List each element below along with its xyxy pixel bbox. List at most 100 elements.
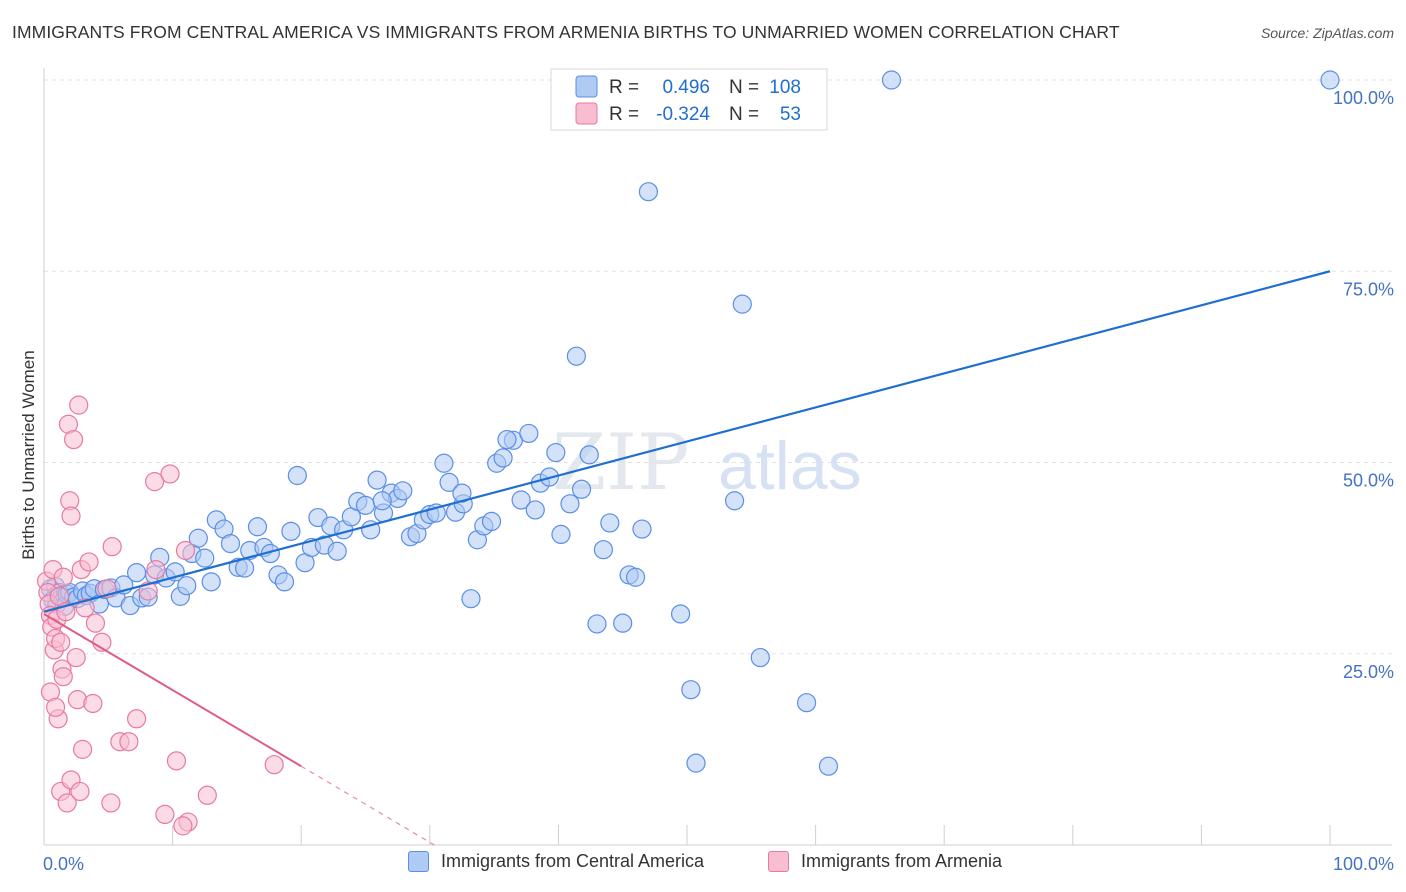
data-point: [102, 537, 122, 557]
trend-lines: [43, 270, 1331, 846]
data-point: [493, 448, 513, 468]
data-point: [1320, 70, 1340, 90]
data-point: [372, 491, 392, 511]
chart-source: Source: ZipAtlas.com: [1260, 25, 1394, 41]
legend-blue-swatch: [575, 75, 598, 98]
data-point: [393, 481, 413, 501]
data-point: [45, 697, 66, 717]
data-point: [126, 563, 147, 583]
data-point: [796, 693, 817, 713]
data-point: [600, 513, 620, 533]
bottom-legend-pink-label: Immigrants from Armenia: [801, 851, 1003, 871]
legend-pink-swatch: [575, 102, 598, 125]
data-point: [175, 540, 196, 561]
data-point: [144, 472, 165, 492]
data-point: [625, 567, 646, 587]
data-point: [146, 559, 166, 580]
bottom-legend-armenia: Immigrants from Armenia: [768, 851, 1002, 872]
trend-line-armenia: [43, 613, 302, 768]
data-point: [497, 429, 517, 450]
data-point: [220, 533, 241, 554]
data-point: [881, 70, 902, 90]
trend-line-armenia-extension: [300, 765, 435, 846]
data-point: [197, 785, 217, 805]
axes: [43, 68, 1392, 846]
data-point: [546, 442, 566, 463]
data-point: [593, 540, 614, 560]
data-point: [66, 647, 86, 668]
data-point: [681, 680, 701, 700]
data-point: [481, 511, 502, 532]
data-point: [53, 667, 73, 687]
legend-pink-r-value: -0.324: [656, 104, 710, 125]
data-point: [75, 598, 95, 618]
bottom-legend-central-america: Immigrants from Central America: [408, 851, 704, 872]
data-point: [274, 572, 295, 592]
y-tick-label: 100.0%: [1333, 88, 1394, 108]
data-point: [160, 464, 180, 484]
data-point: [173, 816, 193, 836]
data-point: [188, 528, 208, 548]
y-axis-title: Births to Unmarried Women: [19, 350, 38, 559]
data-point: [69, 395, 89, 415]
legend-blue-r-label: R =: [609, 77, 639, 98]
data-point: [83, 693, 103, 714]
data-point: [119, 732, 139, 752]
y-tick-label: 25.0%: [1343, 662, 1394, 682]
data-point: [724, 491, 745, 511]
data-point: [525, 500, 545, 520]
data-point: [434, 453, 454, 473]
data-point: [247, 517, 268, 537]
data-point: [571, 479, 592, 499]
data-point: [439, 472, 459, 492]
data-point: [287, 465, 307, 486]
data-point: [587, 614, 607, 634]
bottom-legend-pink-swatch: [768, 851, 789, 872]
data-point: [732, 294, 752, 314]
data-point: [166, 751, 187, 771]
correlation-legend: R = 0.496 N = 108 R = -0.324 N = 53: [550, 68, 828, 131]
data-point: [355, 495, 376, 515]
data-point: [235, 558, 255, 578]
data-point: [72, 739, 93, 759]
data-point: [551, 524, 571, 545]
data-point: [750, 647, 770, 668]
data-point: [632, 519, 652, 539]
series-central-america: [40, 70, 1340, 776]
data-point: [613, 613, 633, 633]
data-point: [566, 346, 587, 366]
y-tick-label: 75.0%: [1343, 279, 1394, 299]
data-point: [511, 490, 531, 510]
data-point: [53, 567, 73, 587]
data-point: [155, 804, 175, 825]
data-point: [367, 470, 387, 490]
series-armenia: [36, 395, 284, 836]
data-point: [85, 613, 106, 633]
bottom-legend-blue-label: Immigrants from Central America: [441, 851, 705, 871]
data-point: [79, 552, 99, 572]
data-point: [264, 755, 284, 775]
data-point: [686, 753, 706, 773]
data-point: [818, 756, 839, 776]
data-point: [70, 781, 90, 802]
x-tick-label: 0.0%: [43, 854, 84, 874]
watermark-atlas: atlas: [718, 428, 862, 504]
data-point: [61, 506, 81, 526]
data-point: [670, 604, 691, 624]
data-point: [519, 423, 539, 444]
data-point: [461, 589, 481, 609]
data-point: [560, 494, 580, 514]
x-tick-label: 100.0%: [1333, 854, 1394, 874]
data-point: [281, 521, 301, 541]
data-point: [638, 182, 659, 202]
data-point: [177, 576, 197, 596]
x-tick-labels: 0.0% 100.0%: [43, 854, 1394, 874]
legend-blue-n-value: 108: [769, 77, 801, 98]
legend-pink-n-value: 53: [780, 104, 801, 125]
legend-blue-r-value: 0.496: [662, 77, 710, 98]
data-point: [579, 445, 599, 465]
legend-blue-n-label: N =: [729, 77, 759, 98]
data-point: [51, 632, 71, 652]
data-point: [126, 709, 147, 729]
